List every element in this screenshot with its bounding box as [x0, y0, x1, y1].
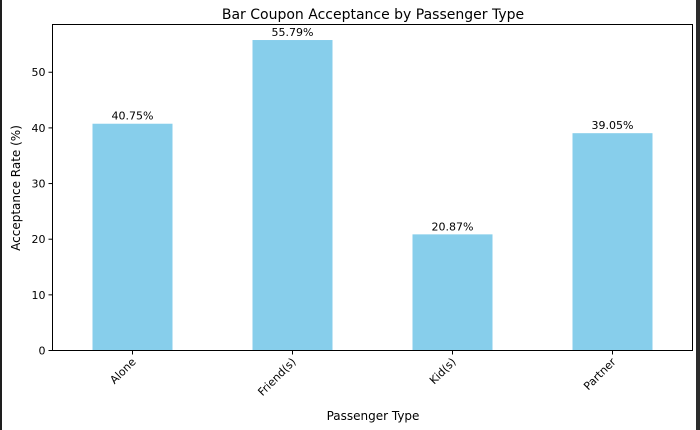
chart-title: Bar Coupon Acceptance by Passenger Type — [222, 7, 524, 23]
window-right-edge — [696, 0, 700, 430]
data-label-2: 20.87% — [432, 220, 474, 233]
x-ticks-group: Alone Friend(s) Kid(s) Partner — [107, 350, 619, 399]
y-tick-label-5: 50 — [32, 66, 46, 79]
y-ticks-group: 0 10 20 30 40 50 — [32, 66, 53, 358]
y-axis-label: Acceptance Rate (%) — [9, 125, 23, 251]
data-label-1: 55.79% — [272, 26, 314, 39]
bar-2 — [412, 234, 493, 351]
window-left-edge — [0, 0, 2, 430]
data-label-0: 40.75% — [112, 110, 154, 123]
y-tick-label-0: 0 — [39, 345, 46, 358]
bars-group — [92, 40, 653, 351]
data-labels-group: 40.75% 55.79% 20.87% 39.05% — [112, 26, 634, 233]
x-tick-label-1: Friend(s) — [255, 355, 298, 398]
data-label-3: 39.05% — [592, 119, 634, 132]
y-tick-label-4: 40 — [32, 122, 46, 135]
bar-3 — [572, 133, 653, 351]
x-tick-label-0: Alone — [107, 355, 138, 386]
y-tick-label-2: 20 — [32, 233, 46, 246]
x-tick-label-2: Kid(s) — [427, 355, 459, 387]
y-tick-label-3: 30 — [32, 178, 46, 191]
bar-1 — [252, 40, 333, 351]
y-tick-label-1: 10 — [32, 289, 46, 302]
bar-0 — [92, 123, 173, 351]
x-tick-label-3: Partner — [581, 355, 619, 393]
x-axis-label: Passenger Type — [327, 409, 420, 423]
plot-frame — [52, 24, 693, 351]
